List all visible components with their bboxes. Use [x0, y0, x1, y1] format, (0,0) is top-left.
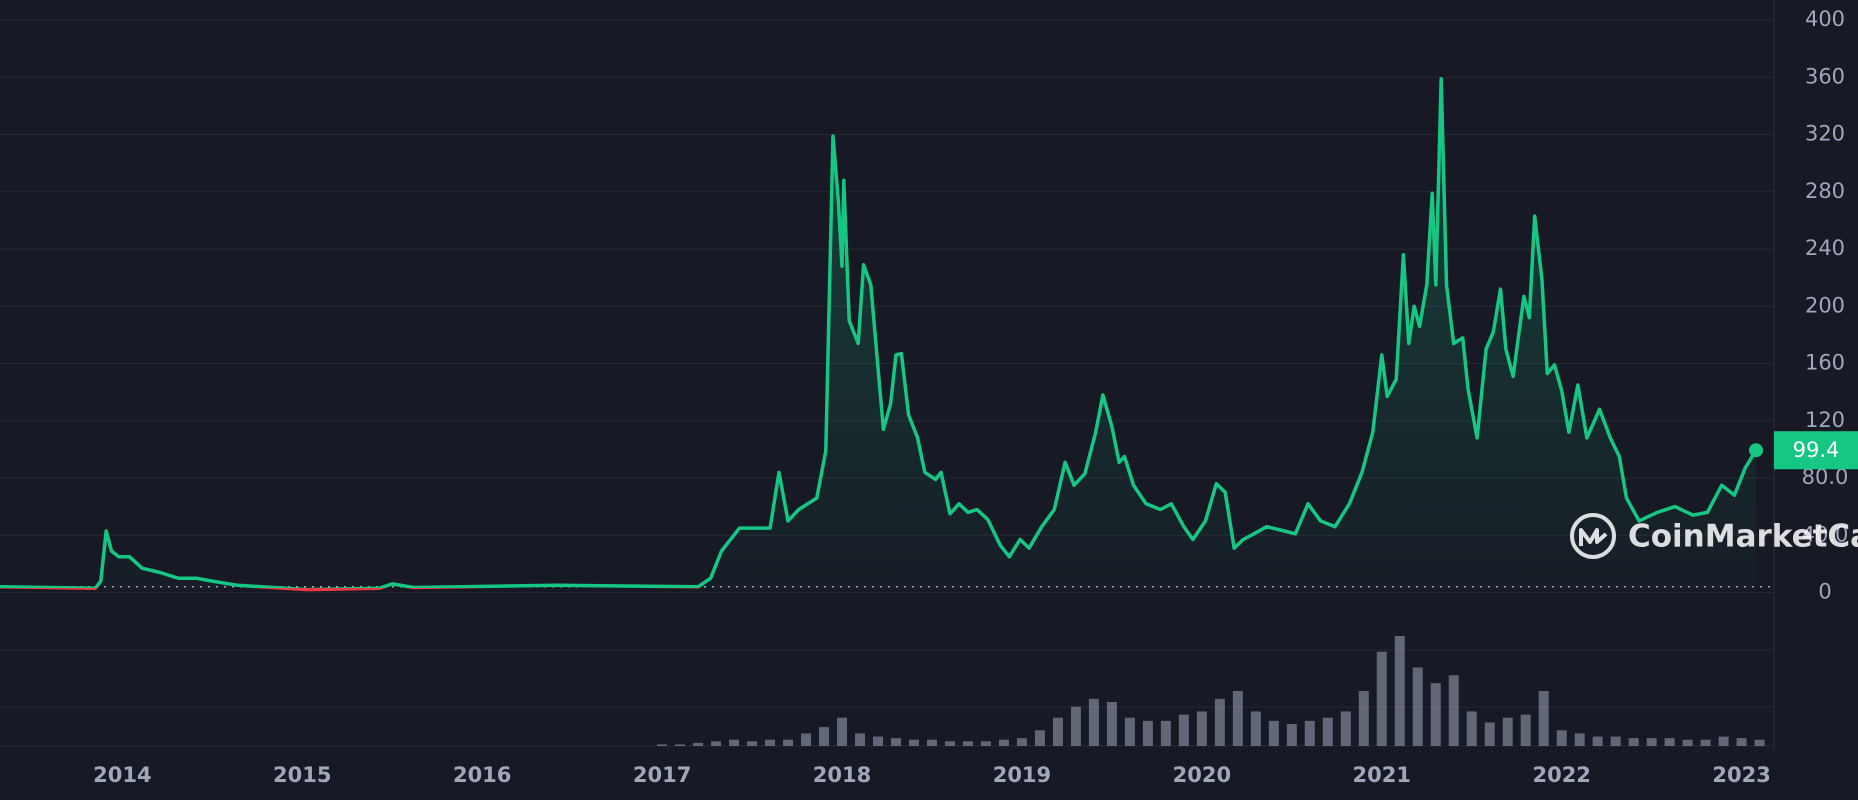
volume-bar — [1034, 730, 1045, 746]
volume-bar — [1502, 717, 1513, 746]
volume-bar — [1520, 714, 1531, 746]
volume-bar — [1016, 738, 1027, 746]
y-tick-label: 160 — [1805, 351, 1845, 375]
x-tick-label: 2023 — [1712, 763, 1770, 787]
volume-bar — [1610, 736, 1621, 746]
volume-bar — [1304, 720, 1315, 746]
volume-bar — [1142, 720, 1153, 746]
volume-bar — [1178, 714, 1189, 746]
watermark-logo — [1579, 528, 1608, 546]
volume-bar — [962, 741, 973, 746]
x-tick-label: 2021 — [1353, 763, 1411, 787]
volume-bar — [1700, 739, 1711, 746]
volume-bar — [855, 733, 866, 746]
volume-bar — [1088, 698, 1099, 746]
volume-bar — [908, 739, 919, 746]
volume-bar — [711, 741, 722, 746]
watermark-text: CoinMarketCap — [1628, 519, 1858, 555]
volume-bar — [1322, 717, 1333, 746]
volume-bar — [1556, 730, 1567, 746]
volume-bar — [1484, 722, 1495, 746]
volume-bar — [819, 727, 830, 746]
volume-bar — [747, 741, 758, 746]
volume-bar — [693, 742, 704, 746]
volume-bar — [1106, 702, 1117, 746]
watermark: CoinMarketCap — [1570, 513, 1858, 559]
volume-bar — [1376, 651, 1387, 746]
volume-bar — [675, 744, 686, 746]
volume-bar — [1664, 738, 1675, 746]
x-tick-label: 2014 — [93, 763, 151, 787]
y-tick-label: 40.0 — [1802, 522, 1849, 546]
volume-bar — [1196, 711, 1207, 746]
volume-bar — [1736, 738, 1747, 746]
volume-bar — [890, 738, 901, 746]
volume-bar — [1646, 738, 1657, 746]
y-tick-label: 360 — [1805, 64, 1845, 88]
x-tick-label: 2017 — [633, 763, 691, 787]
y-tick-label: 120 — [1805, 408, 1845, 432]
volume-bar — [1394, 636, 1405, 746]
volume-bar — [1340, 711, 1351, 746]
volume-bar — [765, 739, 776, 746]
last-point — [1749, 443, 1764, 458]
x-tick-label: 2016 — [453, 763, 511, 787]
price-tag — [1774, 431, 1858, 470]
volume-bar — [657, 744, 668, 746]
volume-bar — [873, 736, 884, 746]
y-tick-label: 320 — [1805, 122, 1845, 146]
volume-bar — [1430, 683, 1441, 746]
volume-bar — [1718, 736, 1729, 746]
volume-bar — [998, 739, 1009, 746]
y-tick-label: 240 — [1805, 236, 1845, 260]
volume-bar — [1682, 739, 1693, 746]
volume-bar — [1052, 717, 1063, 746]
y-tick-label: 0 — [1818, 580, 1831, 604]
x-tick-label: 2018 — [813, 763, 871, 787]
x-tick-label: 2019 — [993, 763, 1051, 787]
volume-bar — [1160, 720, 1171, 746]
x-tick-label: 2020 — [1173, 763, 1231, 787]
volume-bar — [1124, 717, 1135, 746]
volume-bar — [1592, 736, 1603, 746]
volume-bar — [926, 739, 937, 746]
volume-bar — [944, 741, 955, 746]
volume-bar — [783, 739, 794, 746]
volume-bar — [729, 739, 740, 746]
volume-bar — [1250, 711, 1261, 746]
volume-bar — [1574, 733, 1585, 746]
volume-bar — [1358, 691, 1369, 746]
y-tick-label: 200 — [1805, 293, 1845, 317]
y-tick-label: 280 — [1805, 179, 1845, 203]
volume-bar — [1412, 667, 1423, 746]
price-line — [0, 76, 1758, 592]
volume-bar — [1232, 691, 1243, 746]
volume-bar — [980, 741, 991, 746]
volume-bar — [1448, 675, 1459, 746]
x-tick-label: 2022 — [1532, 763, 1590, 787]
y-tick-label: 400 — [1805, 7, 1845, 31]
volume-bar — [1628, 738, 1639, 746]
volume-bar — [1286, 724, 1297, 746]
volume-bar — [1268, 720, 1279, 746]
volume-bar — [801, 733, 812, 746]
volume-bar — [1214, 698, 1225, 746]
x-tick-label: 2015 — [273, 763, 331, 787]
volume-bar — [1538, 691, 1549, 746]
volume-bar — [1754, 739, 1765, 746]
watermark-logo — [1570, 513, 1616, 559]
volume-bar — [1466, 711, 1477, 746]
price-tag-label: 99.4 — [1793, 438, 1840, 462]
volume-bar — [837, 717, 848, 746]
volume-bar — [1070, 706, 1081, 746]
